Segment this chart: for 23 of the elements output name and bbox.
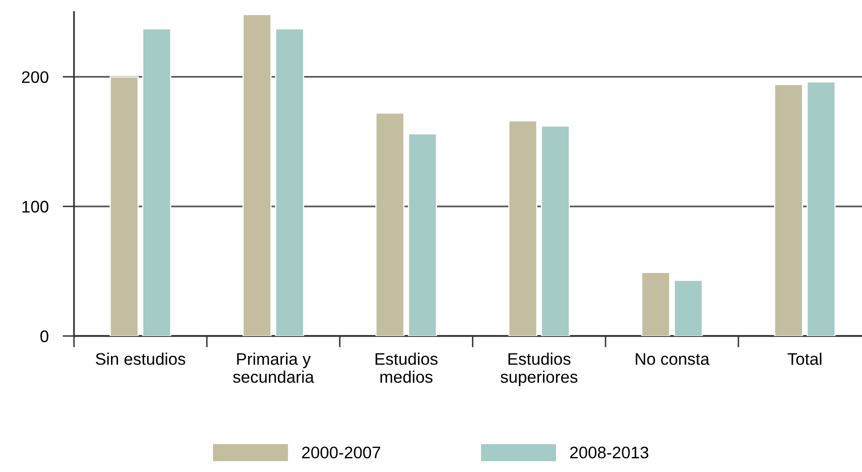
x-tick-label: Estudios medios xyxy=(376,352,438,383)
legend-label: 2000-2007 xyxy=(302,446,380,458)
x-tick-label: Total xyxy=(788,352,822,365)
bar xyxy=(275,28,304,336)
y-tick-label: 0 xyxy=(40,330,48,342)
bar xyxy=(508,120,538,336)
bar xyxy=(375,112,404,336)
x-tick-label: Sin estudios xyxy=(96,352,186,365)
bar xyxy=(674,280,703,336)
bar xyxy=(774,84,804,336)
bar xyxy=(242,14,272,336)
legend-label: 2008-2013 xyxy=(570,446,648,458)
bar xyxy=(540,125,570,336)
bar xyxy=(110,76,139,336)
bar xyxy=(641,272,670,336)
x-tick-label: Estudios superiores xyxy=(500,352,578,386)
y-tick-label: 100 xyxy=(22,200,48,213)
x-tick-label: Primaria y secundaria xyxy=(233,352,314,383)
x-tick-label: No consta xyxy=(636,353,710,365)
bar xyxy=(142,28,172,336)
y-tick-label: 200 xyxy=(22,71,48,84)
bar xyxy=(806,81,836,336)
bar xyxy=(408,133,437,336)
